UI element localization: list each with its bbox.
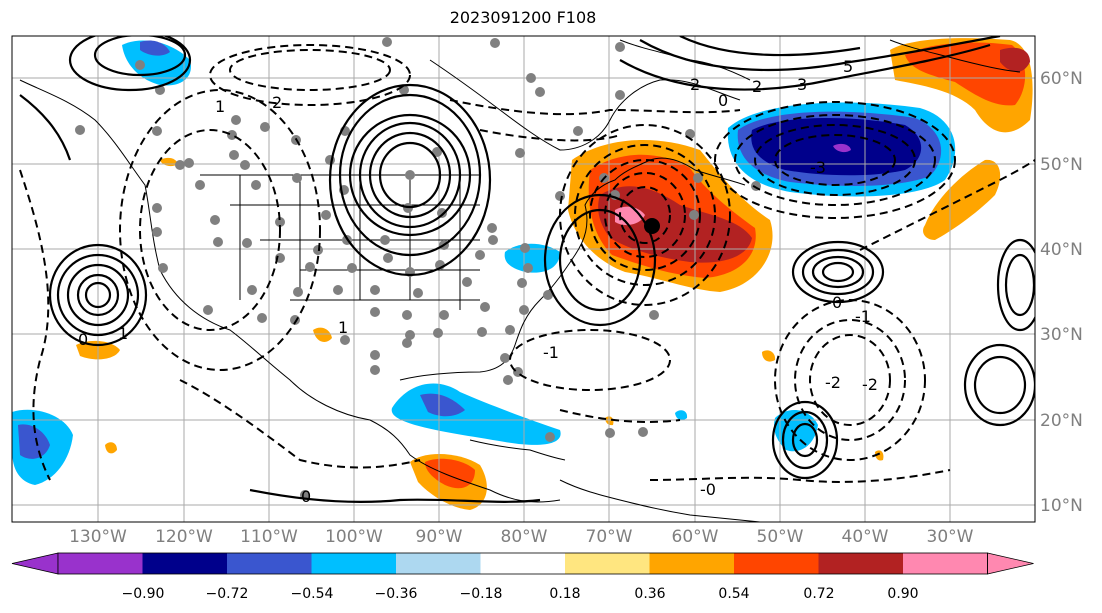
colorbar-segment	[311, 553, 397, 574]
lat-label: 10°N	[1040, 496, 1083, 516]
lon-label: 100°W	[325, 527, 383, 547]
contour-label: 2	[752, 77, 762, 96]
contour-label: 0	[78, 330, 88, 349]
colorbar-tick-label: 0.90	[887, 586, 918, 602]
contour-label: -3	[810, 158, 826, 177]
contour-label: 0	[301, 487, 311, 506]
colorbar-outline	[57, 552, 988, 575]
contour-label: 0	[832, 293, 842, 312]
lon-label: 60°W	[672, 527, 719, 547]
lon-label: 50°W	[757, 527, 804, 547]
lon-label: 70°W	[586, 527, 633, 547]
colorbar-segment	[649, 553, 735, 574]
colorbar-max-arrow	[987, 552, 1034, 575]
contour-label: -1	[543, 343, 559, 362]
longitude-labels: 130°W 120°W 110°W 100°W 90°W 80°W 70°W 6…	[69, 527, 974, 547]
colorbar-tick-label: 0.18	[549, 586, 580, 602]
solid-contours	[19, 36, 1035, 504]
lon-label: 110°W	[240, 527, 298, 547]
lat-label: 40°N	[1040, 240, 1083, 260]
lat-label: 60°N	[1040, 69, 1083, 89]
colorbar-segment	[227, 553, 312, 574]
colorbar-segment	[142, 553, 228, 574]
map-frame	[11, 35, 1036, 523]
colorbar-tick-label: −0.36	[375, 586, 418, 602]
station-dots	[75, 37, 761, 500]
lon-label: 130°W	[69, 527, 127, 547]
contour-label: -2	[825, 373, 841, 392]
colorbar-segment	[565, 553, 650, 574]
dashed-contours	[19, 44, 1035, 483]
map-area: 0 0 0 0 -0 1 1 -1 -1 1 2 2 -2 -2 2 3 -3 …	[12, 36, 1035, 522]
contour-labels: 0 0 0 0 -0 1 1 -1 -1 1 2 2 -2 -2 2 3 -3 …	[78, 57, 878, 506]
colorbar-tick-label: 0.54	[718, 586, 749, 602]
contour-label: -0	[700, 480, 716, 499]
contour-label: 0	[718, 91, 728, 110]
contour-label: 3	[797, 75, 807, 94]
contour-label: 1	[215, 97, 225, 116]
contour-label: 5	[843, 57, 853, 76]
lat-label: 30°N	[1040, 325, 1083, 345]
colorbar-min-arrow	[11, 552, 59, 575]
contour-label: 1	[338, 318, 348, 337]
lon-label: 80°W	[501, 527, 548, 547]
colorbar-segment	[818, 553, 904, 574]
colorbar-segment	[903, 553, 988, 574]
colorbar-tick-label: −0.90	[122, 586, 165, 602]
contour-label: -2	[862, 375, 878, 394]
contour-label: 1	[118, 324, 128, 343]
colorbar	[11, 552, 1034, 575]
colorbar-tick-label: −0.18	[460, 586, 503, 602]
colorbar-tick-label: 0.36	[634, 586, 665, 602]
contour-label: -1	[855, 307, 871, 326]
contour-label: 2	[690, 75, 700, 94]
colorbar-segment	[58, 553, 143, 574]
lon-label: 120°W	[155, 527, 213, 547]
colorbar-tick-labels: −0.90 −0.72 −0.54 −0.36 −0.18 0.18 0.36 …	[122, 586, 919, 602]
colorbar-tick-label: 0.72	[803, 586, 834, 602]
lon-label: 30°W	[927, 527, 974, 547]
lat-label: 50°N	[1040, 155, 1083, 175]
latitude-labels: 60°N 50°N 40°N 30°N 20°N 10°N	[1040, 69, 1083, 516]
colorbar-tick-label: −0.72	[206, 586, 249, 602]
colorbar-tick-label: −0.54	[291, 586, 334, 602]
contour-label: 2	[272, 93, 282, 112]
colorbar-segment	[734, 553, 819, 574]
map-title: 2023091200 F108	[449, 8, 597, 27]
lat-label: 20°N	[1040, 411, 1083, 431]
colorbar-segment	[480, 553, 566, 574]
lon-label: 40°W	[842, 527, 889, 547]
lon-label: 90°W	[416, 527, 463, 547]
colorbar-segment	[396, 553, 481, 574]
